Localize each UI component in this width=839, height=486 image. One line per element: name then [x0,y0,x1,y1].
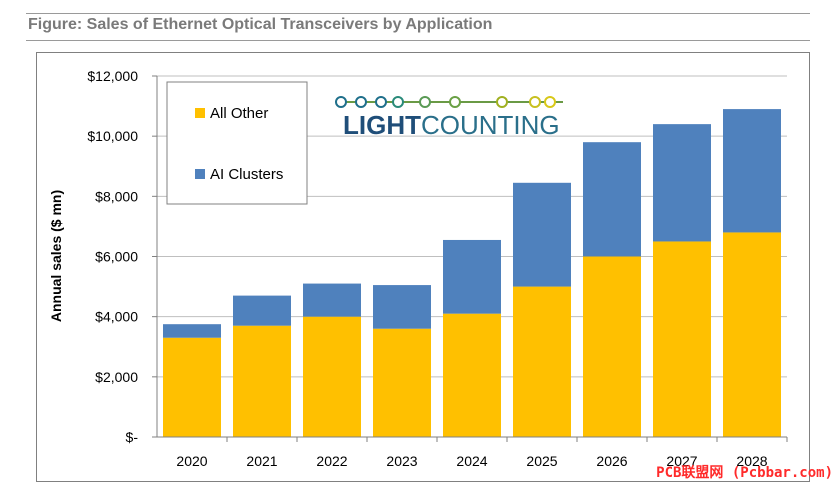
logo-dot [335,96,347,108]
legend-label-all-other: All Other [210,105,268,122]
x-tick-label: 2023 [386,453,417,469]
logo-text: LIGHTCOUNTING [343,110,560,140]
bar-ai-clusters-2024 [443,239,501,314]
bar-all-other-2026 [583,256,641,437]
x-tick-label: 2027 [666,453,697,469]
bar-all-other-2028 [723,232,781,437]
bar-ai-clusters-2025 [513,182,571,287]
y-tick-label: $10,000 [87,128,138,144]
bar-ai-clusters-2021 [233,295,291,326]
x-tick-label: 2022 [316,453,347,469]
bar-all-other-2022 [303,316,361,437]
y-tick-label: $2,000 [95,369,138,385]
bar-ai-clusters-2020 [163,324,221,338]
y-tick-label: $8,000 [95,188,138,204]
bar-all-other-2024 [443,313,501,437]
bar-all-other-2025 [513,286,571,437]
bar-ai-clusters-2027 [653,124,711,242]
x-tick-label: 2025 [526,453,557,469]
title-rule-bottom [26,40,810,41]
x-tick-label: 2028 [736,453,767,469]
figure-title: Figure: Sales of Ethernet Optical Transc… [28,16,493,33]
x-tick-label: 2021 [246,453,277,469]
logo-dot [529,96,541,108]
logo-dot [449,96,461,108]
chart-frame [36,52,810,482]
logo-dot [355,96,367,108]
bar-ai-clusters-2023 [373,285,431,329]
bar-all-other-2023 [373,328,431,437]
bar-all-other-2020 [163,337,221,437]
bar-all-other-2021 [233,325,291,437]
y-tick-label: $- [126,429,139,445]
y-tick-label: $12,000 [87,68,138,84]
y-tick-label: $4,000 [95,309,138,325]
logo-text-regular: COUNTING [421,110,560,140]
bar-ai-clusters-2022 [303,283,361,317]
logo-dot [544,96,556,108]
logo-dot [496,96,508,108]
x-tick-label: 2026 [596,453,627,469]
x-tick-label: 2024 [456,453,487,469]
logo-dot [419,96,431,108]
bar-ai-clusters-2026 [583,142,641,257]
legend-swatch-all-other [195,108,205,118]
logo-text-bold: LIGHT [343,110,421,140]
x-tick-label: 2020 [176,453,207,469]
bar-ai-clusters-2028 [723,109,781,233]
logo-dot [375,96,387,108]
legend: All Other AI Clusters [166,81,308,205]
legend-label-ai-clusters: AI Clusters [210,166,283,183]
y-axis-label: Annual sales ($ mn) [48,190,64,322]
lightcounting-logo: LIGHTCOUNTING [335,96,563,140]
logo-dot [392,96,404,108]
watermark: PCB联盟网 (Pcbbar.com) [656,465,833,481]
bar-all-other-2027 [653,241,711,437]
title-rule-top [26,13,810,14]
legend-swatch-ai-clusters [195,169,205,179]
y-tick-label: $6,000 [95,249,138,265]
